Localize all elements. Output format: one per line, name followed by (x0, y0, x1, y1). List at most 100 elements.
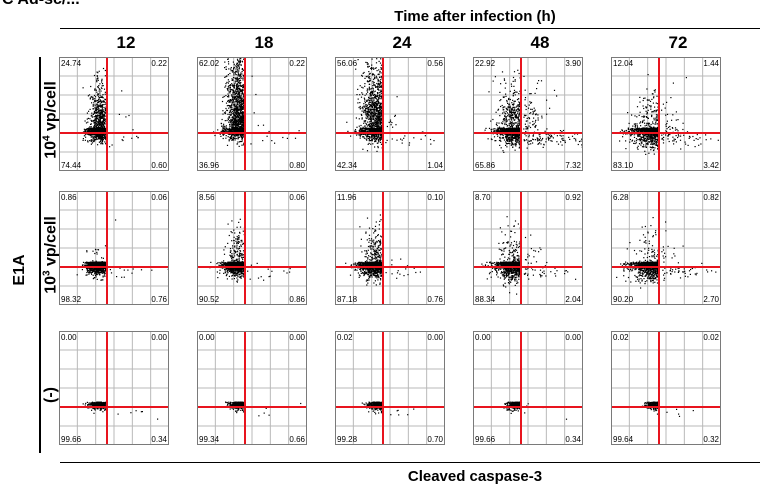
event-dot (240, 135, 242, 137)
event-dot (238, 103, 240, 105)
event-dot (101, 121, 103, 123)
event-dot (380, 129, 382, 131)
event-dot (238, 118, 240, 120)
event-dot (232, 109, 235, 111)
event-dot (243, 128, 245, 130)
event-dot (236, 113, 238, 115)
event-dot (102, 104, 104, 106)
event-dot (240, 129, 242, 132)
event-dot (369, 101, 371, 103)
event-dot (230, 122, 232, 124)
event-dot (100, 122, 102, 124)
event-dot (378, 140, 380, 142)
event-dot (94, 108, 96, 110)
event-dot (239, 120, 241, 122)
event-dot (222, 96, 224, 98)
event-dot (233, 122, 236, 124)
event-dot (375, 129, 377, 131)
event-dot (96, 94, 98, 96)
event-dot (93, 102, 95, 104)
event-dot (234, 107, 236, 109)
event-dot (237, 64, 239, 66)
plot-frame (59, 57, 169, 171)
event-dot (235, 92, 237, 94)
event-dot (237, 93, 239, 95)
event-dot (368, 137, 370, 140)
event-dot (379, 133, 381, 136)
event-dot (221, 125, 223, 127)
event-dot (238, 111, 240, 113)
event-dot (224, 61, 226, 63)
event-dot (234, 96, 236, 98)
event-dot (236, 97, 239, 99)
event-dot (239, 118, 241, 120)
event-dot (237, 79, 239, 82)
event-dot (381, 128, 383, 130)
event-dot (85, 122, 88, 124)
event-dot (238, 88, 240, 90)
event-dot (230, 113, 232, 115)
event-dot (377, 82, 379, 84)
plot-grid (197, 57, 307, 171)
event-dot (374, 93, 376, 96)
event-dot (241, 60, 243, 62)
event-dot (234, 82, 236, 84)
event-dot (96, 130, 99, 132)
event-dot (233, 72, 235, 74)
event-dot (369, 116, 372, 118)
event-dot (83, 135, 85, 137)
event-dot (96, 81, 98, 83)
event-dot (364, 129, 366, 131)
event-dot (371, 94, 373, 96)
event-dot (366, 130, 368, 132)
event-dot (226, 109, 228, 111)
event-dot (96, 116, 98, 118)
event-dot (89, 134, 92, 136)
event-dot (93, 112, 95, 114)
event-dot (364, 98, 366, 100)
event-dot (94, 139, 96, 141)
event-dot (99, 127, 101, 129)
event-dot (233, 74, 235, 76)
event-dot (101, 78, 103, 80)
event-dot (241, 117, 244, 119)
event-dot (231, 94, 233, 96)
event-dot (365, 136, 368, 138)
event-dot (227, 113, 229, 115)
event-dot (232, 127, 234, 129)
event-dot (91, 114, 93, 116)
column-label-48h: 48 (485, 33, 595, 53)
event-dot (360, 127, 362, 129)
event-dot (224, 125, 226, 128)
event-dot (231, 131, 233, 133)
event-dot (373, 81, 375, 84)
event-dot (87, 121, 89, 123)
event-dot (97, 144, 99, 146)
event-dot (228, 68, 230, 70)
event-dot (241, 107, 243, 109)
quadrant-percent-ur: 0.22 (289, 59, 305, 68)
event-dot (373, 137, 375, 139)
event-dot (94, 122, 96, 124)
event-dot (131, 137, 133, 139)
event-dot (90, 128, 92, 130)
event-dot (98, 133, 100, 135)
event-dot (376, 128, 378, 130)
event-dot (234, 65, 236, 67)
event-dot (235, 97, 237, 99)
event-dot (99, 94, 101, 96)
event-dot (380, 67, 382, 69)
event-dot (237, 116, 239, 118)
event-dot (90, 123, 92, 125)
event-dot (94, 123, 96, 125)
event-dot (236, 66, 238, 68)
event-dot (231, 102, 233, 104)
event-dot (236, 91, 238, 93)
event-dot (224, 126, 226, 128)
event-dot (372, 131, 374, 133)
event-dot (242, 124, 245, 126)
row-label-exponent: 4 (41, 135, 52, 141)
event-dot (236, 77, 238, 79)
event-dot (380, 130, 382, 132)
